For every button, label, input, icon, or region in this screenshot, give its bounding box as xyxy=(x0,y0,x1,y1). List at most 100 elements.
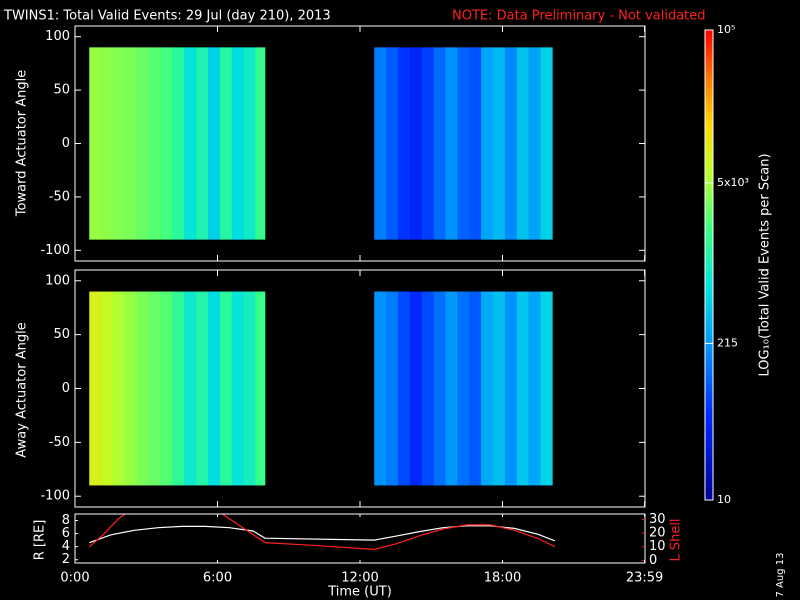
colorbar-slice xyxy=(705,210,713,213)
colorbar-slice xyxy=(705,198,713,201)
heatmap-cell xyxy=(89,291,102,486)
colorbar-slice xyxy=(705,118,713,121)
colorbar-slice xyxy=(705,278,713,281)
colorbar-label: LOG₁₀(Total Valid Events per Scan) xyxy=(758,153,773,376)
colorbar-slice xyxy=(705,468,713,471)
colorbar-slice xyxy=(705,196,713,199)
colorbar-slice xyxy=(705,194,713,197)
y-tick-label: 8 xyxy=(62,513,70,528)
colorbar-slice xyxy=(705,50,713,53)
heatmap-cell xyxy=(101,291,114,486)
plot-frame xyxy=(74,513,646,564)
colorbar-slice xyxy=(705,92,713,95)
colorbar-slice xyxy=(705,158,713,161)
colorbar-slice xyxy=(705,74,713,77)
colorbar-slice xyxy=(705,362,713,365)
heatmap-cell xyxy=(469,47,482,240)
y2-tick-label: 0 xyxy=(649,553,657,568)
colorbar-slice xyxy=(705,444,713,447)
colorbar-slice xyxy=(705,124,713,127)
y2-tick-label: 30 xyxy=(649,512,666,527)
colorbar-slice xyxy=(705,414,713,417)
colorbar-slice xyxy=(705,252,713,255)
colorbar-slice xyxy=(705,296,713,299)
colorbar-slice xyxy=(705,38,713,41)
colorbar-slice xyxy=(705,206,713,209)
colorbar-slice xyxy=(705,234,713,237)
colorbar-slice xyxy=(705,482,713,485)
colorbar-slice xyxy=(705,450,713,453)
colorbar-slice xyxy=(705,462,713,465)
colorbar-slice xyxy=(705,170,713,173)
colorbar-slice xyxy=(705,454,713,457)
colorbar-slice xyxy=(705,136,713,139)
colorbar-slice xyxy=(705,232,713,235)
colorbar-slice xyxy=(705,240,713,243)
colorbar-slice xyxy=(705,70,713,73)
colorbar-slice xyxy=(705,148,713,151)
colorbar-tick-label: 5x10³ xyxy=(717,176,749,189)
colorbar-slice xyxy=(705,410,713,413)
colorbar-slice xyxy=(705,32,713,35)
colorbar-slice xyxy=(705,150,713,153)
colorbar-slice xyxy=(705,180,713,183)
heatmap-cell xyxy=(528,47,541,240)
heatmap-cell xyxy=(421,291,434,486)
colorbar-slice xyxy=(705,258,713,261)
heatmap-cell xyxy=(184,47,197,240)
colorbar-slice xyxy=(705,192,713,195)
heatmap-cell xyxy=(113,47,126,240)
y-tick-label: 6 xyxy=(62,526,70,541)
heatmap-cell xyxy=(409,291,423,486)
colorbar-slice xyxy=(705,204,713,207)
colorbar-slice xyxy=(705,230,713,233)
colorbar-slice xyxy=(705,30,713,33)
colorbar-slice xyxy=(705,46,713,49)
heatmap-cell xyxy=(243,47,256,240)
colorbar-slice xyxy=(705,400,713,403)
colorbar-slice xyxy=(705,434,713,437)
heatmap-cell xyxy=(374,291,387,486)
colorbar-slice xyxy=(705,498,713,501)
y-tick-label: 50 xyxy=(53,83,70,98)
colorbar-slice xyxy=(705,144,713,147)
colorbar-slice xyxy=(705,442,713,445)
heatmap-cell xyxy=(386,47,399,240)
heatmap-cell xyxy=(124,47,138,240)
colorbar-slice xyxy=(705,286,713,289)
colorbar-slice xyxy=(705,336,713,339)
y2-tick-label: 20 xyxy=(649,526,666,541)
heatmap-cell xyxy=(516,47,529,240)
colorbar-slice xyxy=(705,366,713,369)
colorbar-slice xyxy=(705,398,713,401)
heatmap-cell xyxy=(208,291,221,486)
colorbar-slice xyxy=(705,72,713,75)
colorbar-slice xyxy=(705,452,713,455)
colorbar-slice xyxy=(705,250,713,253)
colorbar-slice xyxy=(705,386,713,389)
colorbar-slice xyxy=(705,368,713,371)
colorbar-slice xyxy=(705,298,713,301)
y-axis-label: Away Actuator Angle xyxy=(15,322,30,457)
heatmap-cell xyxy=(243,291,256,486)
colorbar-slice xyxy=(705,44,713,47)
colorbar-slice xyxy=(705,464,713,467)
colorbar-slice xyxy=(705,344,713,347)
colorbar-tick-label: 215 xyxy=(717,336,738,349)
colorbar-slice xyxy=(705,220,713,223)
heatmap-cell xyxy=(148,47,161,240)
colorbar-slice xyxy=(705,142,713,145)
colorbar-slice xyxy=(705,486,713,489)
colorbar-slice xyxy=(705,116,713,119)
colorbar-slice xyxy=(705,88,713,91)
heatmap-cell xyxy=(255,47,266,240)
heatmap-cell xyxy=(374,47,387,240)
colorbar-slice xyxy=(705,394,713,397)
colorbar-slice xyxy=(705,358,713,361)
colorbar-tick-label: 10 xyxy=(717,493,731,506)
colorbar-slice xyxy=(705,226,713,229)
colorbar-slice xyxy=(705,152,713,155)
colorbar-slice xyxy=(705,238,713,241)
colorbar-slice xyxy=(705,300,713,303)
